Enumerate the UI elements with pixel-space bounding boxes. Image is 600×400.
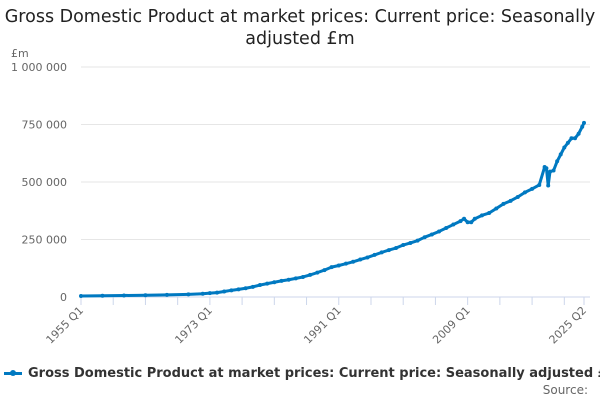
source-label: Source: [542,383,588,397]
x-tick-label: 1955 Q1 [44,304,87,347]
data-point [186,292,191,297]
data-point [565,140,570,145]
y-tick-label: 750 000 [22,119,68,132]
data-point [322,268,327,273]
data-point [343,261,348,266]
data-point [573,136,578,141]
data-point [100,293,105,298]
data-point [315,270,320,275]
data-point [79,293,83,298]
data-point [200,291,205,296]
y-tick-label: 250 000 [22,234,68,247]
data-point [469,220,474,225]
data-point [462,216,467,221]
data-point [576,131,581,136]
x-tick-label: 2009 Q1 [430,304,473,347]
data-point [372,252,377,257]
data-point [164,292,169,297]
data-point [537,182,542,187]
data-point [243,286,248,291]
data-point [279,278,284,283]
data-point [121,293,126,298]
data-point [336,263,341,268]
x-tick-label: 1991 Q1 [301,304,344,347]
data-point [429,232,434,237]
data-point [582,120,586,125]
data-point [515,194,520,199]
data-point [250,284,255,289]
data-point [458,219,463,224]
data-point [580,124,585,129]
data-point [451,222,456,227]
data-point [530,186,535,191]
data-point [207,291,212,296]
data-point [401,243,406,248]
data-point [329,265,334,270]
data-point [547,169,552,174]
y-tick-label: 1 000 000 [11,61,67,74]
data-point [358,257,363,262]
data-point [293,276,298,281]
data-point [365,255,370,260]
x-tick-label: 2025 Q2 [547,304,590,347]
y-tick-label: 0 [60,291,67,304]
data-point [437,229,442,234]
data-point [546,183,551,188]
x-tick-label: 1973 Q1 [172,304,215,347]
data-point [308,272,313,277]
data-point [415,238,420,243]
data-point [494,206,499,211]
data-point [386,248,391,253]
y-tick-label: 500 000 [22,176,68,189]
series-line [80,122,586,298]
data-point [300,274,305,279]
data-point [215,290,220,295]
data-point [444,226,449,230]
data-point [551,168,556,173]
data-point [522,190,527,195]
data-point [508,198,513,203]
chart-title: Gross Domestic Product at market prices:… [4,7,596,49]
data-point [394,246,399,251]
data-point [422,235,427,240]
data-point [569,136,574,141]
data-point [408,240,413,245]
legend-item[interactable]: Gross Domestic Product at market prices:… [4,366,600,381]
data-point [555,159,560,164]
data-point [265,281,270,286]
y-axis-label: £m [11,47,29,60]
data-point [351,259,356,264]
data-point [379,250,384,255]
data-point [236,287,241,292]
data-point [143,293,148,298]
data-point [222,289,227,294]
data-point [258,283,263,288]
data-point [272,280,277,285]
data-point [501,201,506,206]
legend-label: Gross Domestic Product at market prices:… [28,366,600,381]
data-point [562,145,567,150]
data-point [479,213,484,218]
data-point [544,166,549,171]
legend-line-marker-icon [4,370,22,376]
data-point [465,220,470,225]
data-point [229,288,234,293]
data-point [558,152,563,157]
data-point [487,211,492,216]
data-point [286,277,291,282]
data-point [472,216,477,221]
